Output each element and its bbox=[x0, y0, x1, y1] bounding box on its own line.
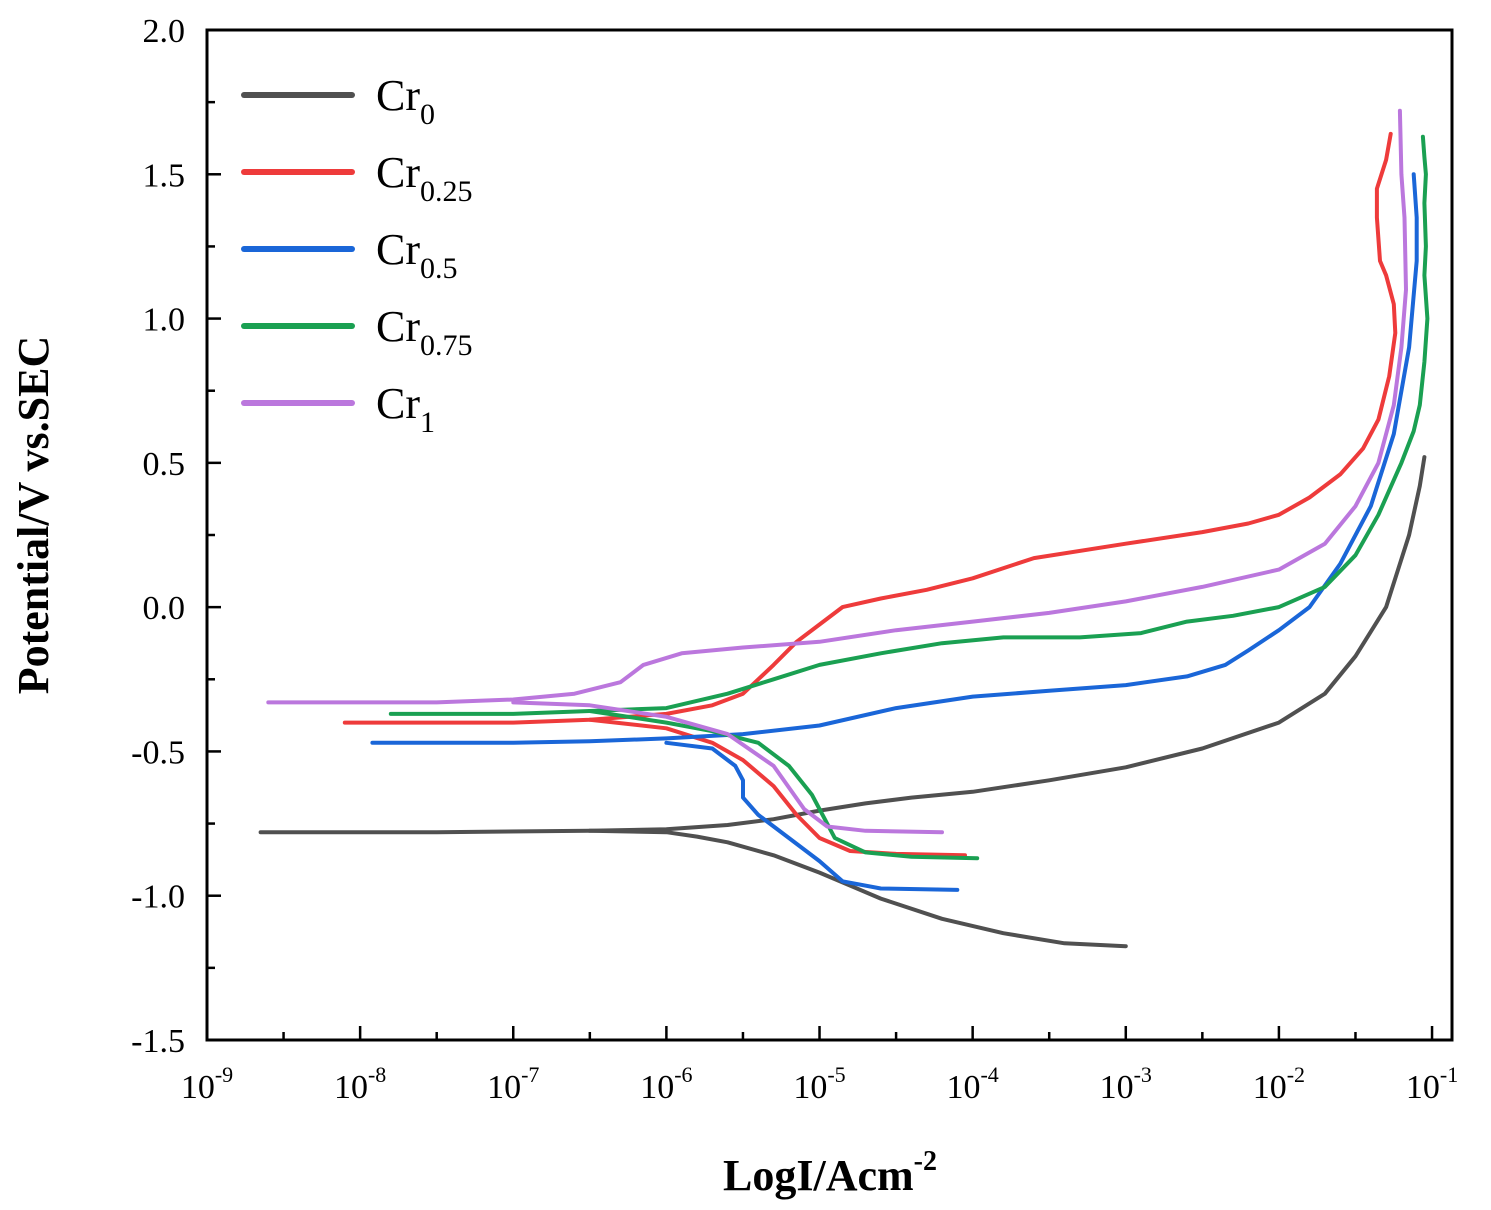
legend-label-sub: 1 bbox=[420, 406, 435, 439]
series-line-cr0-cathodic bbox=[587, 828, 1128, 949]
legend-label-cr0-25: Cr0.25 bbox=[376, 148, 473, 208]
legend-label-base: Cr bbox=[376, 71, 420, 120]
x-axis-title-base: LogI/Acm bbox=[723, 1151, 914, 1200]
x-axis-title: LogI/Acm-2 bbox=[723, 1146, 937, 1200]
x-tick-exp: -8 bbox=[368, 1062, 386, 1087]
series-line-cr1-anodic bbox=[266, 108, 1408, 705]
y-axis-title: Potential/V vs.SEC bbox=[9, 336, 58, 695]
legend-label-sub: 0.5 bbox=[420, 252, 458, 285]
x-tick-base: 10 bbox=[1100, 1069, 1134, 1106]
x-tick-exp: -7 bbox=[521, 1062, 539, 1087]
x-tick-base: 10 bbox=[334, 1069, 368, 1106]
x-tick-exp: -4 bbox=[980, 1062, 998, 1087]
y-tick-label: 0.5 bbox=[143, 446, 186, 483]
x-tick-base: 10 bbox=[793, 1069, 827, 1106]
series-line-cr0-5-cathodic bbox=[664, 740, 960, 892]
x-tick-label: 10-9 bbox=[181, 1062, 233, 1106]
legend-label-sub: 0 bbox=[420, 98, 435, 131]
x-tick-label: 10-5 bbox=[793, 1062, 845, 1106]
x-tick-exp: -9 bbox=[215, 1062, 233, 1087]
x-tick-exp: -3 bbox=[1134, 1062, 1152, 1087]
x-tick-label: 10-6 bbox=[640, 1062, 692, 1106]
x-tick-base: 10 bbox=[1406, 1069, 1440, 1106]
x-tick-exp: -5 bbox=[827, 1062, 845, 1087]
x-tick-label: 10-1 bbox=[1406, 1062, 1458, 1106]
x-tick-label: 10-8 bbox=[334, 1062, 386, 1106]
x-tick-base: 10 bbox=[640, 1069, 674, 1106]
series-line-cr0-5-anodic bbox=[370, 172, 1419, 745]
x-tick-label: 10-3 bbox=[1100, 1062, 1152, 1106]
x-tick-exp: -6 bbox=[674, 1062, 692, 1087]
series-line-cr1-cathodic bbox=[511, 700, 944, 835]
legend-label-cr1: Cr1 bbox=[376, 379, 435, 439]
y-tick-label: -1.5 bbox=[131, 1023, 185, 1060]
series-line-cr0-75-cathodic bbox=[587, 709, 980, 861]
x-tick-exp: -1 bbox=[1440, 1062, 1458, 1087]
legend-label-cr0-5: Cr0.5 bbox=[376, 225, 458, 285]
legend-label-base: Cr bbox=[376, 302, 420, 351]
x-axis-title-sup: -2 bbox=[914, 1146, 937, 1177]
y-tick-label: -1.0 bbox=[131, 879, 185, 916]
series-line-cr0-75-anodic bbox=[388, 134, 1430, 716]
y-tick-label: -0.5 bbox=[131, 734, 185, 771]
x-tick-base: 10 bbox=[946, 1069, 980, 1106]
x-tick-base: 10 bbox=[487, 1069, 521, 1106]
legend-label-sub: 0.75 bbox=[420, 329, 473, 362]
legend-label-cr0-75: Cr0.75 bbox=[376, 302, 473, 362]
x-tick-exp: -2 bbox=[1287, 1062, 1305, 1087]
x-tick-label: 10-2 bbox=[1253, 1062, 1305, 1106]
series-line-cr0-anodic bbox=[258, 455, 1427, 835]
legend-label-base: Cr bbox=[376, 148, 420, 197]
x-tick-base: 10 bbox=[181, 1069, 215, 1106]
legend-label-sub: 0.25 bbox=[420, 175, 473, 208]
y-tick-label: 1.5 bbox=[143, 157, 186, 194]
x-tick-base: 10 bbox=[1253, 1069, 1287, 1106]
series-lines bbox=[258, 108, 1430, 949]
x-tick-label: 10-4 bbox=[946, 1062, 998, 1106]
series-line-cr0-25-anodic bbox=[342, 131, 1398, 725]
legend-label-base: Cr bbox=[376, 379, 420, 428]
y-tick-label: 0.0 bbox=[143, 590, 186, 627]
axis-ticks: 10-9 10-8 10-7 10-6 10-5 10-4 10-3 10-2 10-1-1.5… bbox=[131, 13, 1458, 1106]
x-tick-label: 10-7 bbox=[487, 1062, 539, 1106]
legend-label-cr0: Cr0 bbox=[376, 71, 435, 131]
y-tick-label: 2.0 bbox=[143, 13, 186, 50]
legend-label-base: Cr bbox=[376, 225, 420, 274]
y-tick-label: 1.0 bbox=[143, 302, 186, 339]
